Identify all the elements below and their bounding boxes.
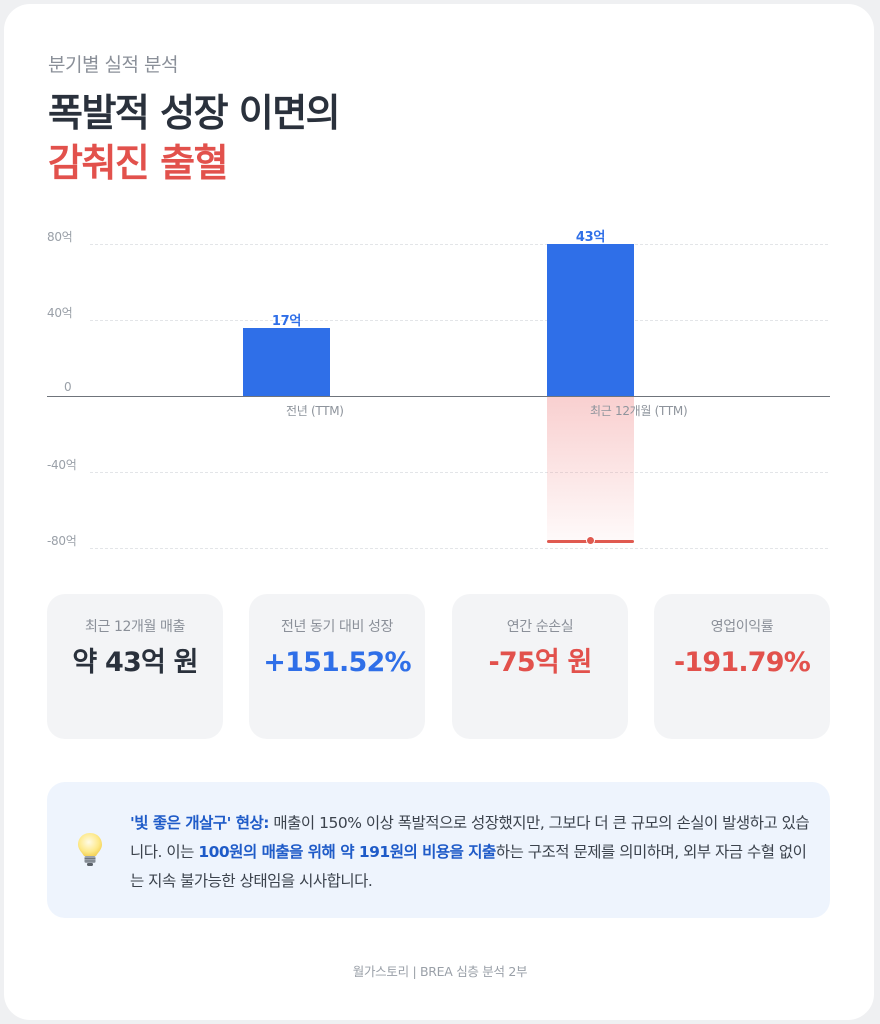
gridline-neg80	[90, 548, 828, 549]
kpi-value: +151.52%	[263, 647, 411, 678]
bar-previous-year	[243, 328, 330, 397]
gridline-neg40	[90, 472, 828, 473]
net-loss-marker-dot	[586, 536, 595, 545]
y-tick-80: 80억	[47, 230, 73, 244]
bar-value-label: 17억	[271, 314, 302, 329]
kpi-value: 약 43억 원	[72, 647, 198, 678]
kpi-label: 연간 순손실	[506, 619, 574, 635]
kpi-card-operating-margin: 영업이익률 -191.79%	[654, 594, 830, 739]
kpi-card-growth: 전년 동기 대비 성장 +151.52%	[249, 594, 425, 739]
title-line-1: 폭발적 성장 이면의	[48, 91, 341, 135]
bar-value-label: 43억	[575, 230, 606, 245]
kpi-label: 전년 동기 대비 성장	[281, 619, 393, 635]
kpi-label: 최근 12개월 매출	[85, 619, 185, 635]
x-label-last-12-months: 최근 12개월 (TTM)	[590, 404, 688, 418]
kpi-value: -191.79%	[673, 647, 811, 678]
kpi-value: -75억 원	[488, 647, 592, 678]
y-tick-neg80: -80억	[47, 534, 77, 548]
y-tick-40: 40억	[47, 306, 73, 320]
footer-credit: 월가스토리 | BREA 심층 분석 2부	[352, 964, 528, 979]
insight-body-1: 매출이 150% 이상 폭발적으로 성장했지만, 그보다 더 큰 규모의 손실이…	[130, 814, 810, 861]
insight-text: '빛 좋은 개살구' 현상: 매출이 150% 이상 폭발적으로 성장했지만, …	[130, 809, 810, 896]
lightbulb-icon	[78, 833, 102, 866]
insight-callout: '빛 좋은 개살구' 현상: 매출이 150% 이상 폭발적으로 성장했지만, …	[47, 782, 830, 918]
insight-body-2: 하는 구조적 문제를 의미하며, 외부 자금 수혈 없이는 지속 불가능한 상태…	[130, 843, 807, 890]
gridline-80	[90, 244, 828, 245]
gridline-40	[90, 320, 828, 321]
insight-lead: '빛 좋은 개살구' 현상:	[130, 814, 269, 832]
x-label-previous-year: 전년 (TTM)	[286, 404, 344, 418]
section-eyebrow: 분기별 실적 분석	[48, 54, 178, 76]
y-tick-0: 0	[64, 380, 72, 394]
y-tick-neg40: -40억	[47, 458, 77, 472]
revenue-loss-bar-chart: 80억 40억 0 -40억 -80억 17억 43억 전년 (TTM) 최근 …	[47, 230, 830, 549]
page-title: 폭발적 성장 이면의 감춰진 출혈	[48, 88, 341, 188]
title-line-2-accent: 감춰진 출혈	[48, 141, 229, 185]
kpi-card-net-loss: 연간 순손실 -75억 원	[452, 594, 628, 739]
kpi-label: 영업이익률	[710, 619, 774, 635]
kpi-row: 최근 12개월 매출 약 43억 원 전년 동기 대비 성장 +151.52% …	[47, 594, 830, 739]
insight-highlight: 100원의 매출을 위해 약 191원의 비용을 지출	[198, 843, 496, 861]
kpi-card-revenue: 최근 12개월 매출 약 43억 원	[47, 594, 223, 739]
net-loss-area	[547, 397, 634, 541]
zero-axis-line	[47, 396, 830, 397]
bar-last-12-months	[547, 244, 634, 397]
